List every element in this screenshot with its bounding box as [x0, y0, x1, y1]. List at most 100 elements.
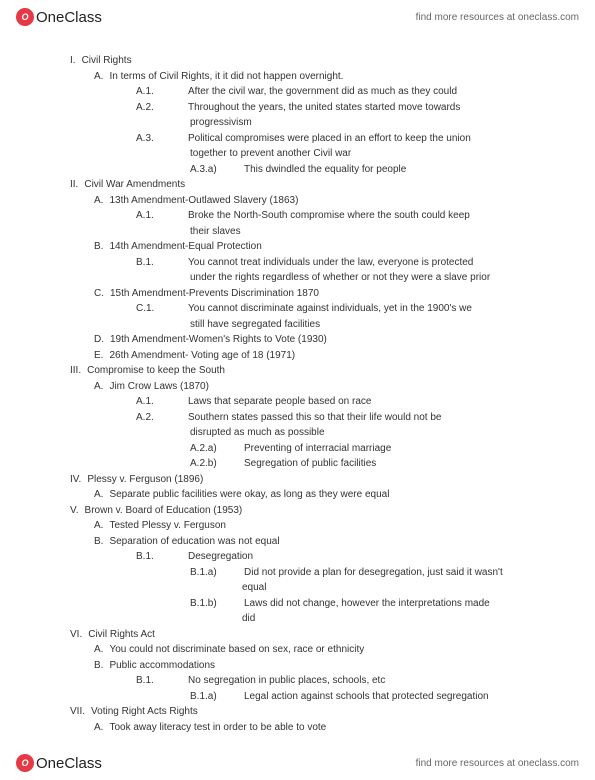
page-header: O OneClass find more resources at onecla…	[0, 0, 595, 34]
outline-text: did	[242, 613, 255, 624]
outline-text: 19th Amendment-Women's Rights to Vote (1…	[110, 334, 327, 345]
outline-row: V.Brown v. Board of Education (1953)	[70, 504, 525, 519]
outline-row: B.1.a) Did not provide a plan for desegre…	[70, 566, 525, 581]
outline-text: Public accommodations	[109, 660, 215, 671]
outline-text: Separation of education was not equal	[109, 536, 279, 547]
outline-number: A.2.	[136, 411, 182, 426]
outline-row: their slaves	[70, 225, 525, 240]
outline-row: A.2.b) Segregation of public facilities	[70, 457, 525, 472]
outline-number: I.	[70, 55, 76, 66]
outline-row: B.1. Desegregation	[70, 550, 525, 565]
outline-row: A.1. After the civil war, the government …	[70, 85, 525, 100]
outline-text: 26th Amendment- Voting age of 18 (1971)	[109, 350, 295, 361]
outline-row: B.1.b)Laws did not change, however the i…	[70, 597, 525, 612]
outline-number: B.	[94, 536, 103, 547]
outline-row: IV. Plessy v. Ferguson (1896)	[70, 473, 525, 488]
outline-number: E.	[94, 350, 103, 361]
outline-row: B.1. You cannot treat individuals under t…	[70, 256, 525, 271]
logo-initial: O	[21, 758, 28, 768]
outline-content: I.Civil RightsA.In terms of Civil Rights…	[0, 34, 595, 746]
outline-row: A.3.a) This dwindled the equality for peo…	[70, 163, 525, 178]
outline-number: B.1.a)	[190, 566, 238, 581]
find-more-link-footer[interactable]: find more resources at oneclass.com	[416, 758, 579, 769]
outline-text: 13th Amendment-Outlawed Slavery (1863)	[109, 195, 298, 206]
outline-text: You cannot discriminate against individu…	[188, 303, 472, 314]
outline-number: B.1.b)	[190, 597, 238, 612]
outline-row: A.Took away literacy test in order to be…	[70, 721, 525, 736]
outline-text: Voting Right Acts Rights	[91, 706, 198, 717]
outline-text: Political compromises were placed in an …	[188, 133, 471, 144]
outline-text: Separate public facilities were okay, as…	[109, 489, 389, 500]
outline-text: together to prevent another Civil war	[190, 148, 351, 159]
outline-text: Segregation of public facilities	[244, 458, 376, 469]
outline-text: Compromise to keep the South	[87, 365, 225, 376]
outline-row: A.2.a)Preventing of interracial marriage	[70, 442, 525, 457]
outline-row: under the rights regardless of whether o…	[70, 271, 525, 286]
outline-row: D.19th Amendment-Women's Rights to Vote …	[70, 333, 525, 348]
outline-row: A.2. Southern states passed this so that …	[70, 411, 525, 426]
outline-number: C.	[94, 288, 104, 299]
outline-number: B.1.	[136, 674, 182, 689]
outline-row: A.3.Political compromises were placed in…	[70, 132, 525, 147]
page-footer: O OneClass find more resources at onecla…	[0, 746, 595, 780]
outline-row: I. Civil Rights	[70, 54, 525, 69]
outline-text: Desegregation	[188, 551, 253, 562]
outline-number: A.	[94, 520, 103, 531]
outline-text: Preventing of interracial marriage	[244, 443, 391, 454]
outline-row: A.1. Laws that separate people based on r…	[70, 395, 525, 410]
outline-number: B.	[94, 241, 103, 252]
outline-row: II.Civil War Amendments	[70, 178, 525, 193]
outline-number: A.2.b)	[190, 457, 238, 472]
outline-number: B.1.a)	[190, 690, 238, 705]
outline-row: B. Separation of education was not equal	[70, 535, 525, 550]
brand-name: OneClass	[36, 9, 102, 26]
outline-text: After the civil war, the government did …	[188, 86, 457, 97]
outline-row: A.In terms of Civil Rights, it it did no…	[70, 70, 525, 85]
outline-number: VII.	[70, 706, 85, 717]
outline-number: B.	[94, 660, 103, 671]
outline-row: C.1.You cannot discriminate against indi…	[70, 302, 525, 317]
brand-logo-footer: O OneClass	[16, 754, 102, 772]
outline-row: A.1.Broke the North-South compromise whe…	[70, 209, 525, 224]
outline-text: their slaves	[190, 226, 241, 237]
outline-row: A.Separate public facilities were okay, …	[70, 488, 525, 503]
outline-row: B. 14th Amendment-Equal Protection	[70, 240, 525, 255]
outline-number: A.	[94, 722, 103, 733]
outline-text: You cannot treat individuals under the l…	[188, 257, 473, 268]
outline-number: A.	[94, 644, 103, 655]
outline-row: A.13th Amendment-Outlawed Slavery (1863)	[70, 194, 525, 209]
outline-row: B.1. No segregation in public places, sch…	[70, 674, 525, 689]
outline-row: B. Public accommodations	[70, 659, 525, 674]
outline-text: 15th Amendment-Prevents Discrimination 1…	[110, 288, 319, 299]
outline-text: disrupted as much as possible	[190, 427, 325, 438]
outline-row: A. Tested Plessy v. Ferguson	[70, 519, 525, 534]
logo-initial: O	[21, 12, 28, 22]
outline-number: VI.	[70, 629, 82, 640]
outline-number: A.2.	[136, 101, 182, 116]
outline-text: Laws that separate people based on race	[188, 396, 371, 407]
outline-number: A.1.	[136, 395, 182, 410]
outline-text: No segregation in public places, schools…	[188, 675, 385, 686]
outline-text: Plessy v. Ferguson (1896)	[87, 474, 203, 485]
outline-row: B.1.a) Legal action against schools that …	[70, 690, 525, 705]
outline-text: In terms of Civil Rights, it it did not …	[109, 71, 343, 82]
outline-number: II.	[70, 179, 78, 190]
outline-text: 14th Amendment-Equal Protection	[109, 241, 261, 252]
outline-number: B.1.	[136, 256, 182, 271]
outline-text: Legal action against schools that protec…	[244, 691, 489, 702]
outline-number: B.1.	[136, 550, 182, 565]
outline-row: E. 26th Amendment- Voting age of 18 (1971…	[70, 349, 525, 364]
outline-text: Brown v. Board of Education (1953)	[85, 505, 243, 516]
outline-row: did	[70, 612, 525, 627]
outline-number: A.1.	[136, 85, 182, 100]
outline-number: IV.	[70, 474, 81, 485]
outline-number: A.3.a)	[190, 163, 238, 178]
outline-text: Did not provide a plan for desegregation…	[244, 567, 503, 578]
outline-text: Civil Rights	[82, 55, 132, 66]
outline-text: This dwindled the equality for people	[244, 164, 406, 175]
outline-text: Southern states passed this so that thei…	[188, 412, 442, 423]
find-more-link[interactable]: find more resources at oneclass.com	[416, 12, 579, 23]
outline-row: A.You could not discriminate based on se…	[70, 643, 525, 658]
outline-text: Tested Plessy v. Ferguson	[109, 520, 226, 531]
outline-number: A.	[94, 381, 103, 392]
